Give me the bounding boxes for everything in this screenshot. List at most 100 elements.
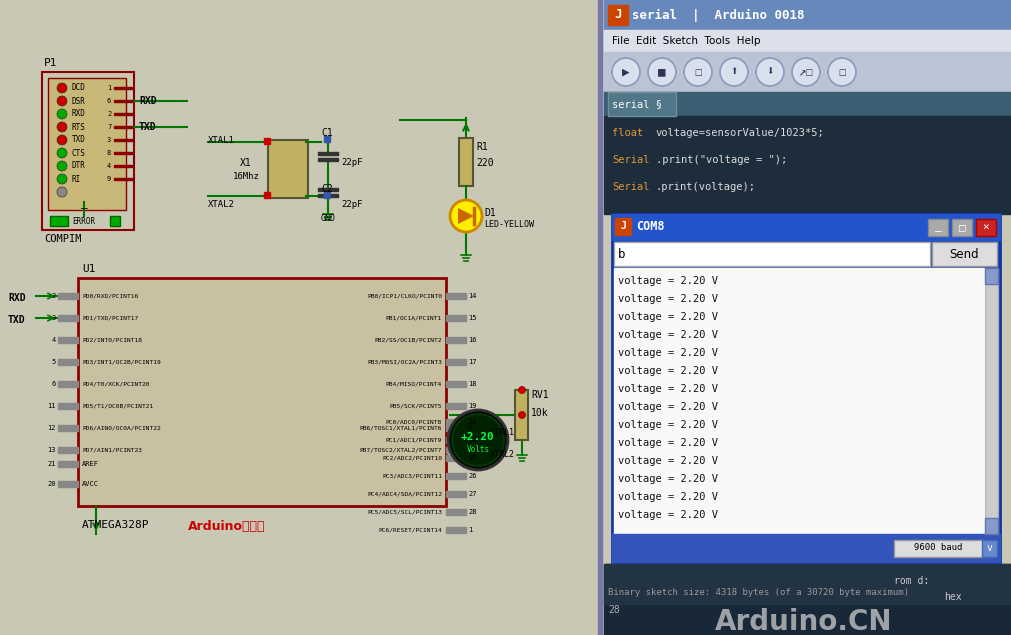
Bar <box>114 100 131 102</box>
Text: 17: 17 <box>467 359 476 365</box>
Text: TXD: TXD <box>139 122 157 132</box>
Bar <box>264 138 270 144</box>
Text: v: v <box>985 543 991 553</box>
Text: 11: 11 <box>48 403 56 409</box>
Text: 25: 25 <box>467 455 476 461</box>
Bar <box>268 140 307 198</box>
Bar <box>446 509 465 515</box>
Bar <box>58 337 78 343</box>
Circle shape <box>57 174 67 184</box>
Circle shape <box>683 58 712 86</box>
Text: 19: 19 <box>467 403 476 409</box>
Text: 28: 28 <box>467 509 476 515</box>
Text: 15: 15 <box>467 315 476 321</box>
Circle shape <box>719 58 747 86</box>
Text: J: J <box>614 8 621 22</box>
Text: serial §: serial § <box>612 99 661 109</box>
Bar <box>58 403 78 409</box>
Text: PC1/ADC1/PCINT9: PC1/ADC1/PCINT9 <box>385 438 442 443</box>
Bar <box>58 447 78 453</box>
Circle shape <box>755 58 784 86</box>
Text: _: _ <box>934 222 940 232</box>
Text: .print("voltage = ");: .print("voltage = "); <box>655 155 787 165</box>
Text: 16Mhz: 16Mhz <box>233 172 260 181</box>
Text: 16: 16 <box>467 337 476 343</box>
Text: PC3/ADC3/PCINT11: PC3/ADC3/PCINT11 <box>381 474 442 479</box>
Text: R1: R1 <box>475 142 487 152</box>
Bar <box>58 315 78 321</box>
Bar <box>110 216 120 226</box>
Text: rom d:: rom d: <box>893 576 928 586</box>
Text: RTS: RTS <box>72 123 86 131</box>
Bar <box>446 455 465 461</box>
Bar <box>58 481 78 487</box>
Text: PD6/AIN0/OC0A/PCINT22: PD6/AIN0/OC0A/PCINT22 <box>82 425 161 431</box>
Text: PB7/TOSC2/XTAL2/PCINT7: PB7/TOSC2/XTAL2/PCINT7 <box>359 448 442 453</box>
Text: .print(voltage);: .print(voltage); <box>655 182 755 192</box>
Text: 6: 6 <box>52 381 56 387</box>
Text: ▶: ▶ <box>622 65 629 79</box>
Text: COMPIM: COMPIM <box>43 234 82 244</box>
Circle shape <box>57 109 67 119</box>
Text: PD3/INT1/OC2B/PCINT19: PD3/INT1/OC2B/PCINT19 <box>82 359 161 364</box>
Bar <box>604 52 1011 92</box>
Text: 20: 20 <box>48 481 56 487</box>
Text: 6: 6 <box>107 98 111 104</box>
Text: voltage=sensorValue/1023*5;: voltage=sensorValue/1023*5; <box>655 128 824 138</box>
Text: 8: 8 <box>107 150 111 156</box>
Bar <box>598 0 602 635</box>
Circle shape <box>448 410 508 470</box>
Bar <box>50 216 68 226</box>
Text: +2.20: +2.20 <box>461 432 494 442</box>
Text: CTS: CTS <box>72 149 86 157</box>
Text: voltage = 2.20 V: voltage = 2.20 V <box>618 438 717 448</box>
Text: 12: 12 <box>48 425 56 431</box>
Bar <box>975 219 995 236</box>
Circle shape <box>57 96 67 106</box>
Circle shape <box>452 414 503 466</box>
Bar <box>446 447 465 453</box>
Bar <box>615 218 631 235</box>
Text: 23: 23 <box>467 419 476 425</box>
Text: Arduino单片机: Arduino单片机 <box>188 520 265 533</box>
Text: 13: 13 <box>48 447 56 453</box>
Text: voltage = 2.20 V: voltage = 2.20 V <box>618 312 717 322</box>
Text: 1: 1 <box>467 527 472 533</box>
Bar <box>612 214 999 562</box>
Bar <box>614 242 929 266</box>
Text: ■: ■ <box>657 65 665 79</box>
Text: COM8: COM8 <box>635 220 664 234</box>
Circle shape <box>57 122 67 132</box>
Circle shape <box>518 411 525 418</box>
Text: GND: GND <box>320 214 336 223</box>
Text: _: _ <box>81 199 87 209</box>
Circle shape <box>827 58 855 86</box>
Bar <box>446 381 465 387</box>
Text: 10: 10 <box>467 447 476 453</box>
Text: PD4/T0/XCK/PCINT20: PD4/T0/XCK/PCINT20 <box>82 382 150 387</box>
Text: PD2/INT0/PCINT18: PD2/INT0/PCINT18 <box>82 337 142 342</box>
Bar <box>604 564 1011 635</box>
Text: Serial: Serial <box>612 182 649 192</box>
Text: voltage = 2.20 V: voltage = 2.20 V <box>618 492 717 502</box>
Text: XTAL2: XTAL2 <box>208 200 235 209</box>
Bar <box>984 268 997 534</box>
Circle shape <box>57 187 67 197</box>
Text: Serial: Serial <box>612 155 649 165</box>
Bar <box>612 534 999 562</box>
Circle shape <box>57 83 67 93</box>
Text: DTR: DTR <box>72 161 86 171</box>
Circle shape <box>450 200 481 232</box>
Text: voltage = 2.20 V: voltage = 2.20 V <box>618 330 717 340</box>
Text: ☐: ☐ <box>694 65 701 79</box>
Polygon shape <box>458 208 473 224</box>
Text: LED-YELLOW: LED-YELLOW <box>483 220 534 229</box>
Bar <box>446 293 465 299</box>
Text: AREF: AREF <box>82 461 99 467</box>
Bar <box>604 30 1011 52</box>
Bar <box>608 92 675 116</box>
Bar <box>48 78 126 210</box>
Text: float: float <box>612 128 649 138</box>
Text: RXD: RXD <box>72 109 86 119</box>
Bar <box>446 315 465 321</box>
